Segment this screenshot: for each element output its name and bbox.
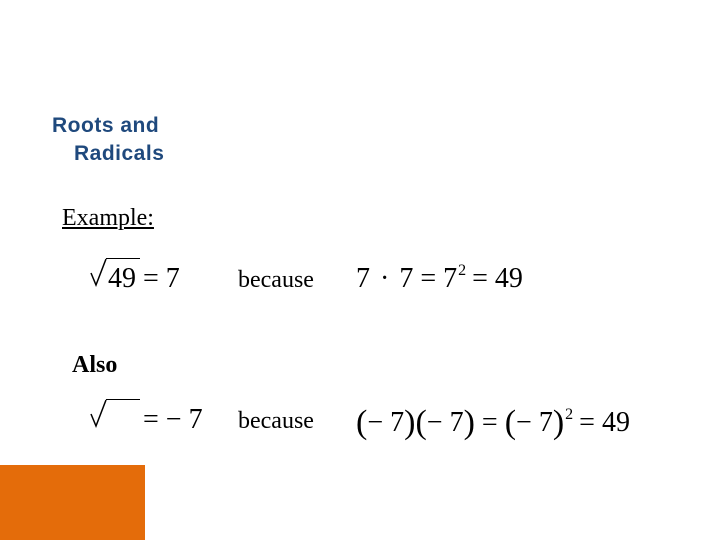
lparen-icon: ( — [505, 404, 516, 441]
power-base: − 7 — [516, 407, 553, 438]
rparen-icon: ) — [553, 404, 564, 441]
because-label-1: because — [238, 267, 314, 294]
equals-icon: = — [579, 407, 602, 438]
because-label-2: because — [238, 408, 314, 435]
equals-icon: = — [143, 404, 166, 435]
lparen-icon: ( — [356, 404, 367, 441]
equals-icon: = — [420, 263, 443, 294]
equation-row-1: 49 = 7 because 7 · 7 = 72 = 49 — [0, 255, 720, 315]
radical-icon: 49 — [92, 263, 136, 295]
factor2: − 7 — [427, 407, 464, 438]
power-exp: 2 — [458, 262, 466, 279]
rparen-icon: ) — [464, 404, 475, 441]
expansion-1: 7 · 7 = 72 = 49 — [356, 263, 523, 295]
result-1: 7 — [166, 263, 180, 294]
rparen-icon: ) — [404, 404, 415, 441]
power-exp: 2 — [565, 406, 573, 423]
factor2: 7 — [399, 263, 413, 294]
title-line1: Roots and — [52, 112, 164, 140]
equals-icon: = — [482, 407, 505, 438]
equals-icon: = — [143, 263, 166, 294]
radical-icon: 49 — [92, 404, 136, 436]
lparen-icon: ( — [415, 404, 426, 441]
accent-block — [0, 465, 145, 540]
radical-expr-1: 49 = 7 — [92, 263, 180, 295]
power-base: 7 — [443, 263, 457, 294]
example-label: Example: — [62, 205, 154, 232]
factor1: 7 — [356, 263, 370, 294]
title-line2: Radicals — [52, 140, 164, 168]
expansion-2: (− 7)(− 7) = (− 7)2 = 49 — [356, 402, 630, 440]
slide: Roots and Radicals Example: 49 = 7 becau… — [0, 0, 720, 540]
result-2: − 7 — [166, 404, 203, 435]
slide-title: Roots and Radicals — [52, 112, 164, 169]
equation-row-2: 49 = − 7 because (− 7)(− 7) = (− 7)2 = 4… — [0, 396, 720, 456]
factor1: − 7 — [367, 407, 404, 438]
radical-expr-2: 49 = − 7 — [92, 404, 203, 436]
final-value: 49 — [602, 407, 630, 438]
dot-icon: · — [377, 263, 392, 294]
final-value: 49 — [495, 263, 523, 294]
also-label: Also — [72, 352, 117, 379]
equals-icon: = — [472, 263, 495, 294]
